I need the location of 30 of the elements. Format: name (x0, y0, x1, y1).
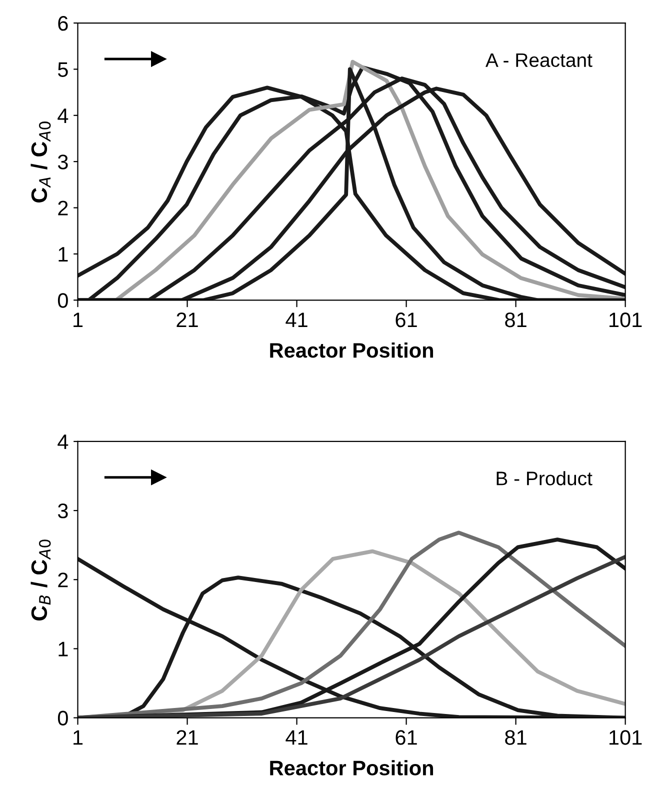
y-tick-label: 2 (58, 572, 68, 588)
x-tick-label: 61 (396, 312, 417, 328)
x-tick-label: 41 (286, 730, 308, 745)
y-tick-label: 5 (58, 62, 68, 77)
y-tick-label: 4 (58, 434, 68, 450)
x-tick-label: 41 (286, 312, 308, 328)
y-tick-label: 4 (58, 108, 68, 123)
x-tick-label: 61 (396, 730, 417, 745)
y-tick-label: 6 (58, 16, 68, 31)
x-tick-label: 1 (74, 312, 83, 328)
x-tick-label: 101 (610, 730, 642, 745)
y-tick-label: 0 (58, 293, 68, 308)
x-tick-label: 81 (505, 312, 526, 328)
x-tick-label: 101 (610, 312, 642, 328)
y-tick-label: 0 (58, 710, 68, 726)
x-tick-label: 21 (176, 312, 198, 328)
y-tick-label: 1 (58, 247, 68, 262)
x-axis-title: Reactor Position (270, 760, 434, 776)
y-tick-label: 2 (58, 200, 68, 216)
annotation: A - Reactant (486, 53, 592, 68)
y-tick-label: 3 (58, 154, 68, 170)
x-tick-label: 21 (176, 730, 198, 745)
x-axis-title: Reactor Position (270, 342, 434, 358)
annotation: B - Product (496, 471, 592, 486)
y-axis-title: C$_{B}$ / C$_{A0}$ (30, 540, 51, 620)
y-axis-title: C$_{A}$ / C$_{A0}$ (30, 122, 51, 202)
x-tick-label: 1 (74, 730, 83, 745)
y-tick-label: 1 (58, 642, 68, 656)
x-tick-label: 81 (505, 730, 526, 745)
y-tick-label: 3 (58, 504, 68, 518)
